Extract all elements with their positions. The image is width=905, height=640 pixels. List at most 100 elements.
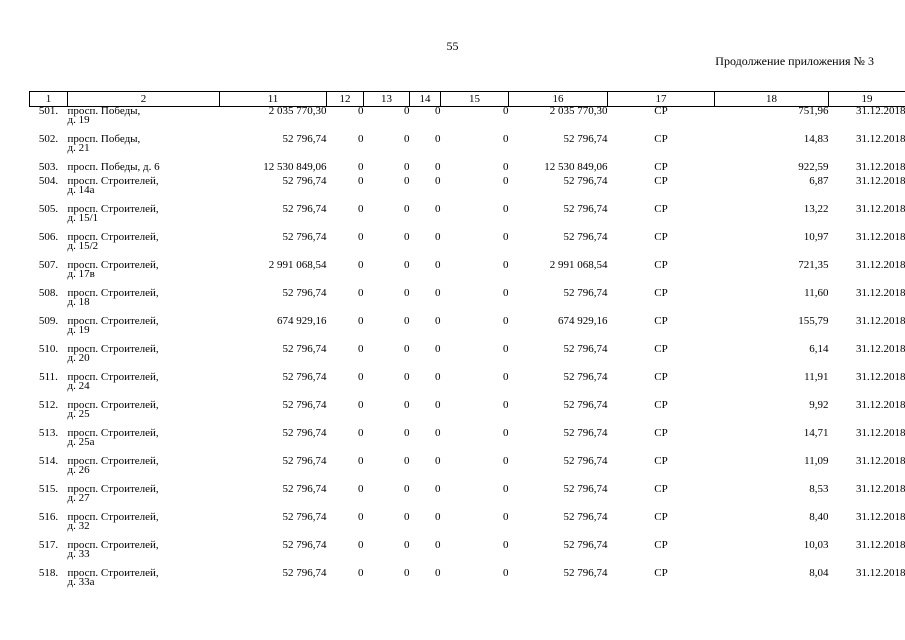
col16-value: 52 796,74: [563, 133, 608, 145]
col14-value: 0: [435, 175, 441, 187]
address-line-1: просп. Строителей,: [67, 511, 159, 523]
col17-value: СР: [654, 161, 668, 173]
row-number: 513.: [38, 427, 59, 439]
col12-value: 0: [358, 399, 364, 411]
address-line-1: просп. Строителей,: [67, 175, 159, 187]
col18-value: 9,92: [809, 399, 829, 411]
col13-value: 0: [404, 511, 410, 523]
col11-value: 52 796,74: [282, 399, 327, 411]
row-number: 508.: [38, 287, 59, 299]
col11-value: 52 796,74: [282, 371, 327, 383]
col14-value: 0: [435, 539, 441, 551]
col17-value: СР: [654, 539, 668, 551]
row-number: 514.: [38, 455, 59, 467]
col15-value: 0: [503, 203, 509, 215]
col11-value: 52 796,74: [282, 427, 327, 439]
col11-value: 52 796,74: [282, 203, 327, 215]
column-header: 1: [29, 91, 68, 107]
col13-value: 0: [404, 371, 410, 383]
column-header: 18: [714, 91, 829, 107]
table-row: 507. просп. Строителей, д. 17в 2 991 068,54…: [30, 259, 905, 289]
address-cell: просп. Строителей, д. 32: [67, 511, 220, 541]
table-row: 517. просп. Строителей, д. 33 52 796,74 0 0 0 0…: [30, 539, 905, 569]
col11-value: 2 991 068,54: [268, 259, 327, 271]
col15-value: 0: [503, 343, 509, 355]
table-row: 509. просп. Строителей, д. 19 674 929,16 0 0 0…: [30, 315, 905, 345]
col14-value: 0: [435, 133, 441, 145]
address-cell: просп. Строителей, д. 18: [67, 287, 220, 317]
col15-value: 0: [503, 511, 509, 523]
col15-value: 0: [503, 259, 509, 271]
col14-value: 0: [435, 287, 441, 299]
col18-value: 155,79: [798, 315, 829, 327]
col13-value: 0: [404, 231, 410, 243]
address-line-2: д. 21: [67, 142, 90, 154]
col12-value: 0: [358, 133, 364, 145]
col12-value: 0: [358, 259, 364, 271]
col12-value: 0: [358, 315, 364, 327]
table-row: 512. просп. Строителей, д. 25 52 796,74 0 0 0 0…: [30, 399, 905, 429]
col16-value: 674 929,16: [558, 315, 608, 327]
table-row: 516. просп. Строителей, д. 32 52 796,74 0 0 0 0…: [30, 511, 905, 541]
col17-value: СР: [654, 287, 668, 299]
table-header-row: 1 2 11 12 13 14 15 16 17 18 19: [29, 91, 905, 107]
col14-value: 0: [435, 105, 441, 117]
col12-value: 0: [358, 105, 364, 117]
row-number: 506.: [38, 231, 59, 243]
row-number: 507.: [38, 259, 59, 271]
address-cell: просп. Строителей, д. 33а: [67, 567, 220, 597]
col17-value: СР: [654, 427, 668, 439]
col19-date: 31.12.2018: [856, 161, 905, 173]
col18-value: 751,96: [798, 105, 829, 117]
row-number: 511.: [39, 371, 58, 383]
col15-value: 0: [503, 399, 509, 411]
col15-value: 0: [503, 133, 509, 145]
col17-value: СР: [654, 483, 668, 495]
col15-value: 0: [503, 455, 509, 467]
col15-value: 0: [503, 567, 509, 579]
col19-date: 31.12.2018: [856, 133, 905, 145]
col17-value: СР: [654, 231, 668, 243]
col12-value: 0: [358, 455, 364, 467]
col19-date: 31.12.2018: [856, 343, 905, 355]
address-cell: просп. Строителей, д. 17в: [68, 260, 220, 289]
col12-value: 0: [358, 511, 364, 523]
col12-value: 0: [358, 483, 364, 495]
col17-value: СР: [654, 343, 668, 355]
col13-value: 0: [404, 567, 410, 579]
address-line-2: д. 33а: [67, 576, 95, 588]
row-number: 512.: [38, 399, 59, 411]
col19-date: 31.12.2018: [856, 231, 905, 243]
address-cell: просп. Строителей, д. 26: [68, 456, 220, 485]
col19-date: 31.12.2018: [856, 567, 905, 579]
page-number: 55: [446, 39, 459, 53]
col17-value: СР: [654, 133, 668, 145]
address-cell: просп. Строителей, д. 25а: [68, 428, 220, 457]
table-row: 513. просп. Строителей, д. 25а 52 796,74 0 0 0…: [30, 427, 905, 457]
col19-date: 31.12.2018: [856, 259, 905, 271]
address-line-1: просп. Строителей,: [67, 203, 159, 215]
col14-value: 0: [435, 567, 441, 579]
col18-value: 6,87: [809, 175, 829, 187]
col19-date: 31.12.2018: [856, 371, 905, 383]
table-row: 502. просп. Победы, д. 21 52 796,74 0 0 0 0 52 7…: [30, 133, 905, 163]
col11-value: 2 035 770,30: [268, 105, 327, 117]
address-line-1: просп. Строителей,: [67, 483, 159, 495]
address-cell: просп. Строителей, д. 24: [68, 372, 220, 401]
col15-value: 0: [503, 315, 509, 327]
col19-date: 31.12.2018: [856, 315, 905, 327]
table-row: 508. просп. Строителей, д. 18 52 796,74 0 0 0 0…: [30, 287, 905, 317]
col11-value: 52 796,74: [282, 483, 327, 495]
col14-value: 0: [435, 371, 441, 383]
col19-date: 31.12.2018: [856, 175, 905, 187]
address-line-1: просп. Строителей,: [67, 567, 159, 579]
table-row: 504. просп. Строителей, д. 14а 52 796,74 0 0 0…: [30, 175, 905, 205]
col16-value: 52 796,74: [563, 175, 608, 187]
col16-value: 52 796,74: [563, 483, 608, 495]
col13-value: 0: [404, 455, 410, 467]
address-cell: просп. Победы, д. 19: [68, 106, 220, 136]
address-line-1: просп. Строителей,: [67, 287, 159, 299]
col16-value: 12 530 849,06: [544, 161, 608, 173]
col14-value: 0: [435, 511, 441, 523]
col19-date: 31.12.2018: [856, 511, 905, 523]
